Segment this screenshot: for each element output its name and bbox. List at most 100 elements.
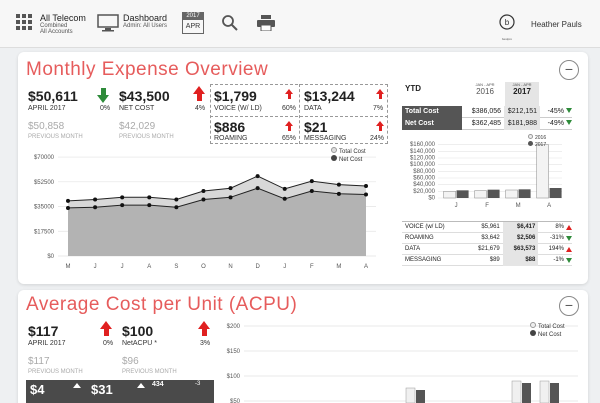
breakdown-2016: $3,642 — [481, 235, 500, 241]
legend-total-cost: Total Cost — [331, 147, 366, 155]
y-tick-label: $17500 — [34, 229, 55, 235]
arrow-up-icon — [198, 321, 210, 336]
breakdown-row: ROAMING $3,642 $2,506 -31% — [402, 232, 573, 244]
ytd-breakdown-table: VOICE (w/ LD) $5,961 $6,417 8% ROAMING $3,642… — [402, 221, 573, 266]
y-tick-label: $140,000 — [410, 149, 436, 155]
net-cost-line — [67, 187, 367, 209]
net-cost-point — [120, 203, 125, 208]
voice-label: VOICE (w/ LD) — [214, 105, 262, 112]
user-name[interactable]: Heather Pauls — [531, 20, 582, 29]
app-sub1: Combined — [40, 23, 68, 29]
dashboard-selector[interactable]: Dashboard Admin: All Users — [123, 13, 167, 29]
x-tick-label: D — [255, 264, 260, 270]
acpu-pct: 0% — [103, 340, 114, 347]
print-icon[interactable] — [257, 15, 275, 36]
total-cost-point — [147, 195, 152, 200]
legend-2016: 2016 — [528, 134, 546, 141]
acpu-legend-total: Total Cost — [538, 324, 565, 330]
app-title: All Telecom — [40, 13, 86, 23]
y-tick-label: $200 — [227, 324, 241, 330]
x-tick-label: A — [147, 264, 151, 270]
x-tick-label: M — [516, 203, 521, 209]
acpu-bar-chart: $200 $150 $100 $50 — [227, 324, 578, 403]
monthly-area-chart: $0 $17500 $35000 $52500 $70000 M J J A S O N D J F M A — [34, 155, 376, 270]
top-bar: All Telecom Combined All Accounts Dashbo… — [0, 0, 600, 48]
y-tick-label: $100 — [227, 374, 241, 380]
bar-2016 — [474, 190, 487, 199]
acpu-bar — [416, 390, 425, 403]
ytd-col1-range: JAN - APR — [475, 82, 495, 87]
acpu-prev-label: PREVIOUS MONTH — [28, 369, 83, 375]
acpu-bar — [522, 383, 531, 403]
divider — [210, 116, 388, 117]
net-cost-point — [93, 205, 98, 210]
ytd-title: YTD — [405, 84, 421, 93]
arrow-up-icon — [376, 121, 384, 131]
x-tick-label: F — [485, 203, 489, 209]
prev-cost-value: $50,858 — [28, 121, 65, 132]
prev-net-value: $42,029 — [119, 121, 156, 132]
x-tick-label: O — [201, 264, 206, 270]
acpu-bar — [511, 380, 522, 403]
total-cost-line — [67, 175, 367, 202]
x-tick-label: J — [121, 264, 124, 270]
bars — [443, 144, 562, 199]
ytd-col1-year: 2016 — [476, 87, 494, 96]
y-tick-label: $52500 — [34, 180, 55, 186]
acpu-cat2-value: $31 — [91, 382, 113, 397]
y-tick-label: $50 — [230, 399, 241, 403]
net-acpu-value: $100 — [122, 323, 154, 339]
ytd-total-label: Total Cost — [402, 105, 462, 118]
breakdown-pct: 8% — [555, 224, 565, 230]
legend-net-cost: Net Cost — [530, 330, 565, 338]
monitor-icon[interactable] — [97, 14, 119, 32]
ytd-net-2017: $181,988 — [504, 117, 540, 130]
breakdown-2016: $89 — [489, 257, 500, 263]
acpu-bar — [405, 387, 416, 403]
calendar-picker[interactable]: 2017 APR — [182, 12, 204, 34]
search-icon[interactable] — [222, 15, 238, 36]
ytd-col-2016: JAN - APR 2016 — [468, 82, 502, 96]
arrow-up-icon — [100, 321, 112, 336]
x-tick-label: N — [228, 264, 232, 270]
net-cost-value: $43,500 — [119, 88, 170, 104]
monthly-title: Monthly Expense Overview — [26, 59, 269, 80]
y-tick-label: $70000 — [34, 155, 55, 161]
monthly-collapse-button[interactable]: − — [559, 60, 579, 80]
grid-menu-icon[interactable] — [16, 14, 32, 30]
voice-pct: 60% — [282, 105, 297, 112]
legend-total-cost: Total Cost — [530, 322, 565, 330]
total-cost-point — [309, 179, 314, 184]
total-cost-point — [120, 195, 125, 200]
ytd-col-2017: JAN - APR 2017 — [505, 82, 539, 106]
net-cost-point — [201, 197, 206, 202]
breakdown-label: VOICE (w/ LD) — [405, 224, 445, 230]
breakdown-2016: $21,679 — [478, 246, 500, 252]
net-acpu-prev-value: $96 — [122, 356, 139, 367]
bar-2017 — [487, 189, 500, 198]
net-cost-point — [282, 196, 287, 201]
total-cost-point — [174, 197, 179, 202]
ytd-net-2016: $362,485 — [471, 120, 501, 127]
bar-2016 — [505, 189, 518, 199]
ytd-total-2017: $212,151 — [504, 105, 540, 118]
ytd-col2-year: 2017 — [513, 87, 531, 96]
acpu-prev-value: $117 — [28, 356, 50, 367]
roaming-pct: 65% — [282, 135, 297, 142]
area-legend: Total Cost Net Cost — [331, 147, 366, 163]
data-pct: 7% — [373, 105, 384, 112]
breakdown-row: DATA $21,679 $63,573 194% — [402, 243, 573, 255]
y-tick-label: $20,000 — [413, 189, 435, 195]
acpu-cat3-value: 434 — [152, 381, 164, 388]
ytd-legend: 2016 2017 — [528, 134, 546, 148]
y-tick-label: $35000 — [34, 205, 55, 211]
total-cost-point — [201, 188, 206, 193]
account-selector[interactable]: All Telecom Combined All Accounts — [40, 13, 86, 35]
acpu-collapse-button[interactable]: − — [559, 296, 579, 316]
y-tick-label: $60,000 — [413, 176, 435, 182]
net-cost-pct: 4% — [195, 105, 206, 112]
data-label: DATA — [304, 105, 322, 112]
arrow-down-icon — [566, 235, 573, 241]
messaging-pct: 24% — [370, 135, 385, 142]
